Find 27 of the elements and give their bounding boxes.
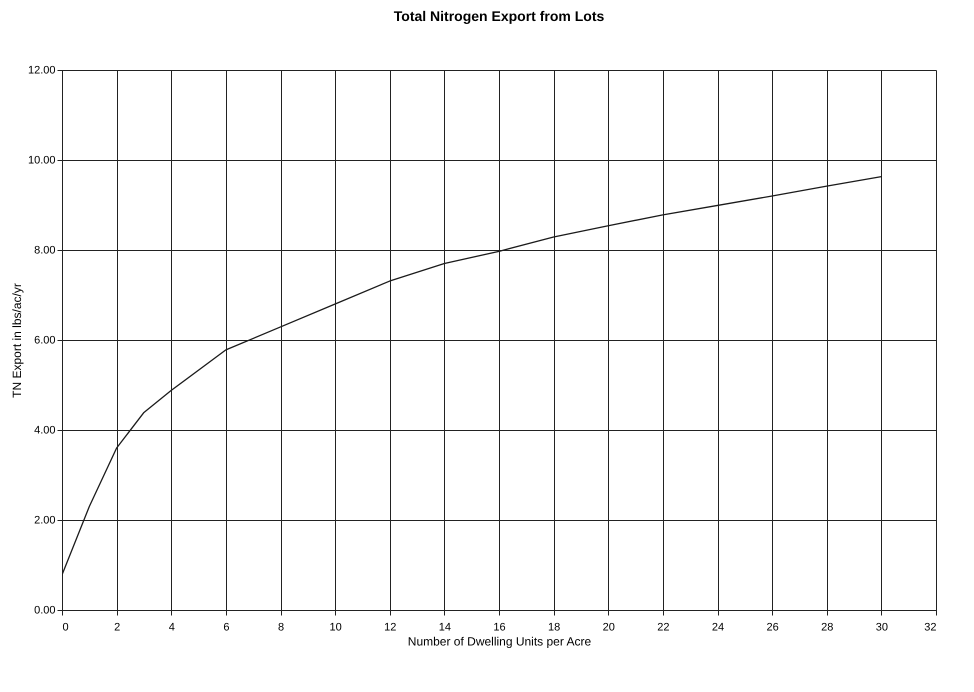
y-tick-label: 8.00	[34, 244, 56, 256]
x-tick-label: 30	[876, 622, 888, 634]
chart-title: Total Nitrogen Export from Lots	[394, 8, 604, 24]
x-tick-label: 4	[168, 622, 175, 634]
x-tick-label: 20	[602, 622, 615, 634]
x-tick-label: 14	[438, 622, 451, 634]
x-tick-label: 8	[278, 622, 284, 634]
x-tick-label: 12	[384, 622, 396, 634]
y-tick-label: 4.00	[34, 424, 56, 436]
x-tick-label: 16	[493, 622, 506, 634]
y-tick-label: 12.00	[28, 64, 56, 76]
x-tick-label: 6	[223, 622, 230, 634]
x-tick-label: 32	[924, 622, 936, 634]
x-axis-title: Number of Dwelling Units per Acre	[408, 634, 592, 648]
x-tick-label: 18	[548, 622, 560, 634]
y-tick-label: 2.00	[34, 514, 56, 526]
y-tick-label: 10.00	[28, 154, 56, 166]
x-tick-label: 28	[821, 622, 834, 634]
x-tick-label: 2	[114, 622, 120, 634]
x-tick-label: 24	[712, 622, 724, 634]
x-tick-label: 10	[330, 622, 342, 634]
y-tick-label: 0.00	[34, 604, 56, 616]
x-tick-label: 0	[62, 622, 69, 634]
y-tick-label: 6.00	[34, 334, 56, 346]
y-axis-title: TN Export in lbs/ac/yr	[10, 283, 24, 398]
x-tick-label: 22	[657, 622, 670, 634]
x-tick-label: 26	[766, 622, 779, 634]
